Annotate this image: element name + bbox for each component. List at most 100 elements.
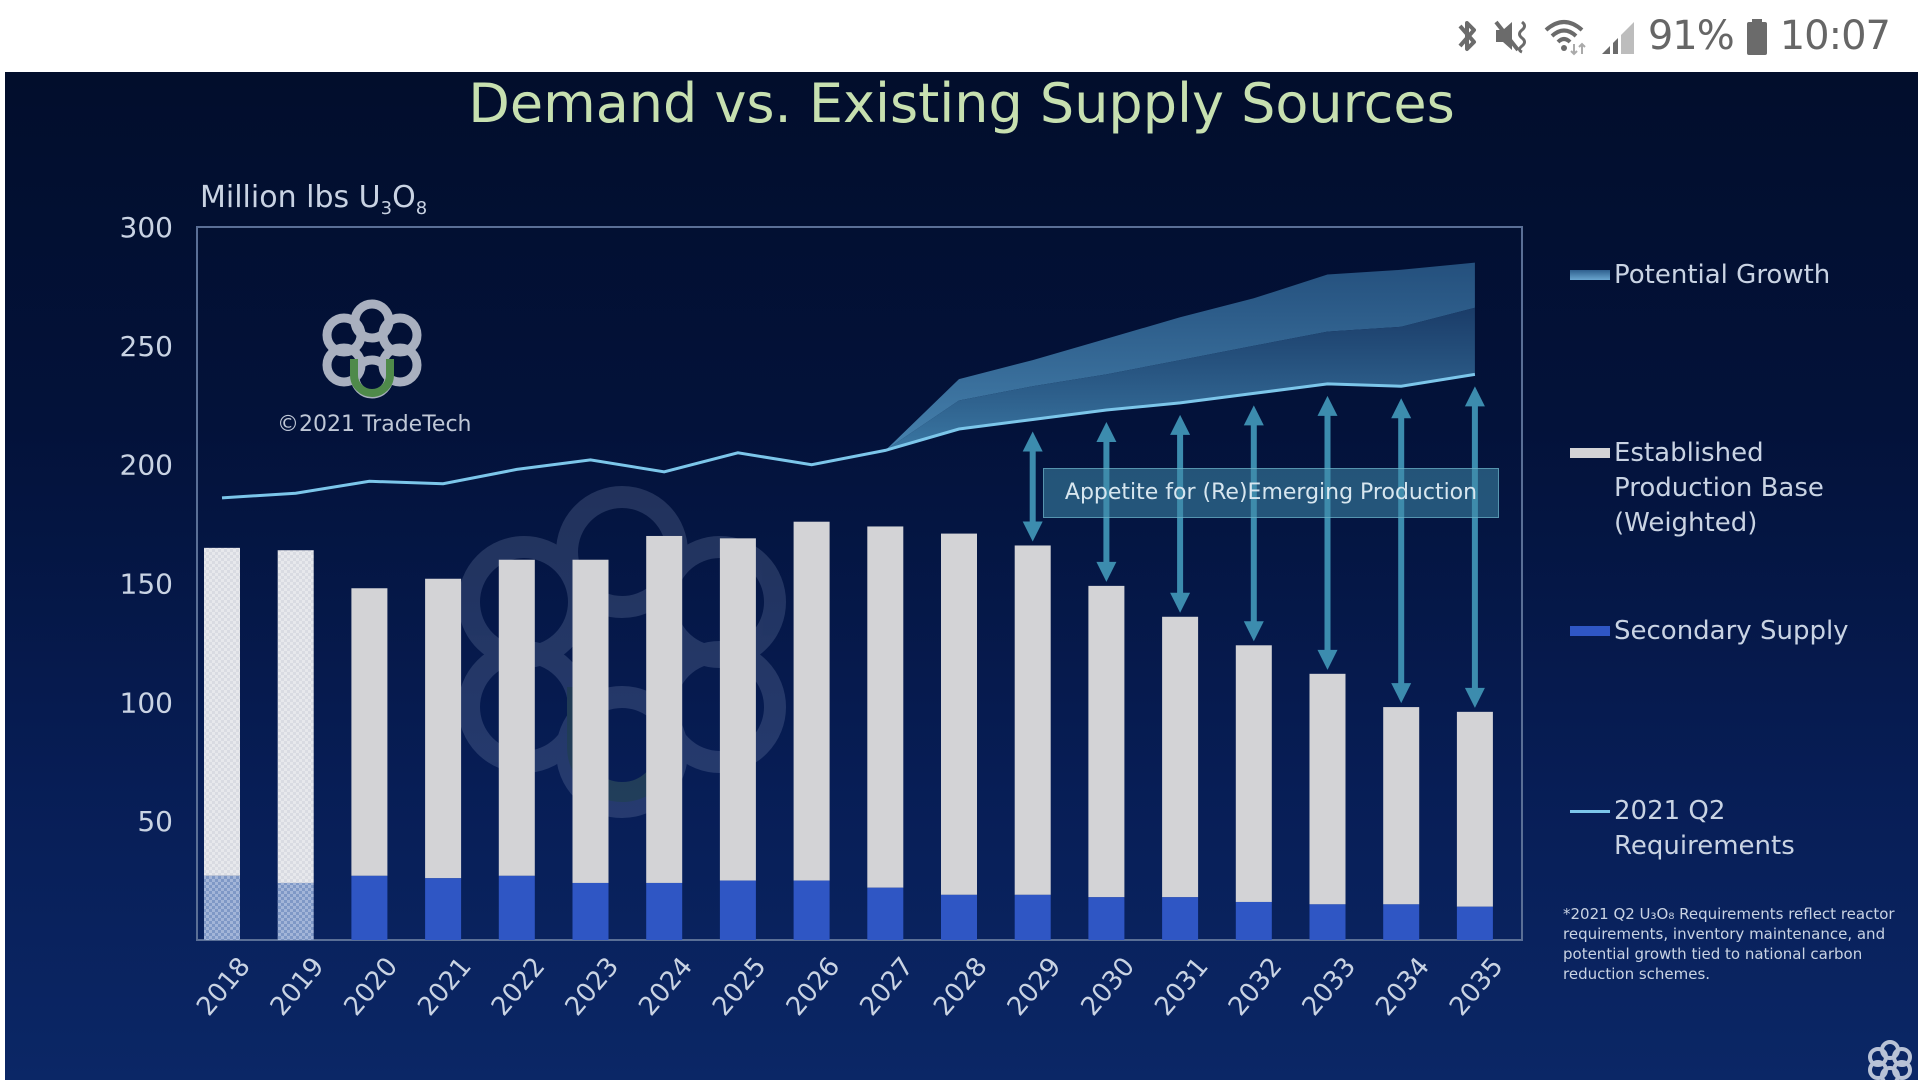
clock: 10:07: [1779, 13, 1891, 59]
battery-icon: [1746, 19, 1767, 55]
x-tick-label: 2025: [707, 952, 773, 1022]
bar-established-2026: [793, 521, 830, 881]
y-tick-label: 200: [120, 449, 173, 482]
bar-secondary-2029: [1014, 894, 1051, 940]
annotation-appetite: Appetite for (Re)Emerging Production: [1043, 468, 1499, 518]
legend-swatch-secondary: [1570, 626, 1610, 636]
bar-established-2021: [425, 578, 462, 879]
tradetech-logo: [322, 299, 422, 399]
bar-established-2032: [1235, 645, 1272, 902]
arrow-head-up-2030: [1096, 422, 1117, 443]
arrow-head-up-2031: [1170, 414, 1191, 435]
bar-established-2019: [277, 550, 314, 883]
arrow-head-up-2034: [1391, 398, 1412, 419]
unit-sub-3: 3: [380, 198, 393, 219]
bar-established-2030: [1088, 585, 1125, 898]
bar-secondary-2026: [793, 880, 830, 940]
x-tick-label: 2029: [1002, 952, 1068, 1022]
battery-percent: 91%: [1647, 13, 1735, 59]
requirements-line-path: [221, 372, 1476, 500]
x-tick-label: 2032: [1223, 952, 1289, 1022]
bar-secondary-2027: [867, 887, 904, 940]
copyright-caption: ©2021 TradeTech: [277, 412, 472, 437]
bar-established-2022: [498, 559, 535, 876]
x-tick-label: 2022: [486, 952, 552, 1022]
y-tick-label: 250: [120, 330, 173, 363]
arrow-head-up-2029: [1022, 431, 1043, 452]
bar-secondary-2021: [425, 878, 462, 940]
arrow-head-up-2033: [1317, 395, 1338, 416]
bars: [204, 521, 1493, 940]
legend-label: 2021 Q2 Requirements: [1614, 796, 1795, 861]
x-tick-label: 2033: [1297, 952, 1363, 1022]
legend-swatch-established: [1570, 448, 1610, 458]
arrow-head-down-2034: [1391, 683, 1412, 704]
bar-secondary-2031: [1162, 897, 1199, 940]
arrow-head-down-2031: [1170, 592, 1191, 613]
bar-secondary-2033: [1309, 904, 1346, 940]
bar-secondary-2020: [351, 875, 388, 940]
x-tick-label: 2030: [1076, 952, 1142, 1022]
x-tick-label: 2023: [560, 952, 626, 1022]
unit-text: Million lbs U: [200, 180, 381, 215]
bar-established-2029: [1014, 545, 1051, 895]
bar-established-2031: [1162, 616, 1199, 898]
corner-logo: [1868, 1040, 1912, 1080]
bar-established-2027: [867, 526, 904, 888]
legend-potential-growth: Potential Growth: [1570, 258, 1830, 293]
bar-secondary-2025: [719, 880, 756, 940]
arrow-head-down-2035: [1464, 687, 1485, 708]
bar-established-2020: [351, 588, 388, 876]
bar-secondary-2018: [204, 875, 240, 940]
legend-label: Potential Growth: [1614, 260, 1831, 290]
bar-established-2034: [1383, 707, 1420, 905]
x-tick-label: 2028: [928, 952, 994, 1022]
potential-growth-area: [885, 262, 1475, 451]
status-icons: 91% 10:07: [1454, 10, 1891, 62]
bar-secondary-2035: [1456, 906, 1493, 940]
axes: [196, 226, 1523, 941]
x-tick-label: 2020: [339, 952, 405, 1022]
status-bar: 91% 10:07: [0, 0, 1920, 72]
x-tick-label: 2034: [1370, 952, 1436, 1022]
y-tick-label: 50: [137, 805, 173, 838]
y-tick-label: 150: [120, 568, 173, 601]
legend-requirements: 2021 Q2 Requirements: [1570, 794, 1795, 864]
plot-frame: [196, 226, 1523, 941]
bar-secondary-2034: [1383, 904, 1420, 940]
y-axis-unit-label: Million lbs U3O8: [200, 180, 427, 219]
bar-secondary-2030: [1088, 897, 1125, 940]
x-tick-label: 2027: [854, 952, 920, 1022]
chart-slide: Demand vs. Existing Supply Sources Milli…: [5, 72, 1918, 1080]
bar-established-2033: [1309, 673, 1346, 905]
arrow-head-down-2030: [1096, 561, 1117, 582]
unit-sub-8: 8: [415, 198, 428, 219]
growth-area-mid: [885, 307, 1475, 451]
unit-o: O: [392, 180, 416, 215]
x-tick-label: 2026: [781, 952, 847, 1022]
signal-icon: [1601, 22, 1634, 54]
legend-swatch-growth: [1570, 270, 1610, 280]
bar-established-2025: [719, 538, 756, 881]
bar-established-2028: [941, 533, 977, 895]
growth-area-high: [885, 262, 1475, 451]
bluetooth-icon: [1458, 21, 1476, 51]
arrow-head-up-2035: [1464, 386, 1485, 407]
x-tick-label: 2024: [633, 952, 699, 1022]
legend-label: Secondary Supply: [1614, 616, 1849, 646]
x-tick-label: 2035: [1444, 952, 1510, 1022]
y-tick-label: 300: [120, 211, 173, 244]
legend-secondary-supply: Secondary Supply: [1570, 614, 1849, 649]
legend-label: Established Production Base (Weighted): [1614, 438, 1824, 538]
annotation-arrows: [1022, 386, 1485, 708]
arrow-head-up-2032: [1243, 405, 1264, 426]
arrow-head-down-2029: [1022, 521, 1043, 542]
bar-secondary-2028: [941, 894, 977, 940]
bar-secondary-2032: [1235, 901, 1272, 940]
x-tick-label: 2021: [412, 952, 478, 1022]
requirements-line: [221, 372, 1476, 500]
x-tick-label: 2018: [191, 952, 257, 1022]
mute-icon: [1494, 20, 1526, 54]
arrow-head-down-2033: [1317, 649, 1338, 670]
